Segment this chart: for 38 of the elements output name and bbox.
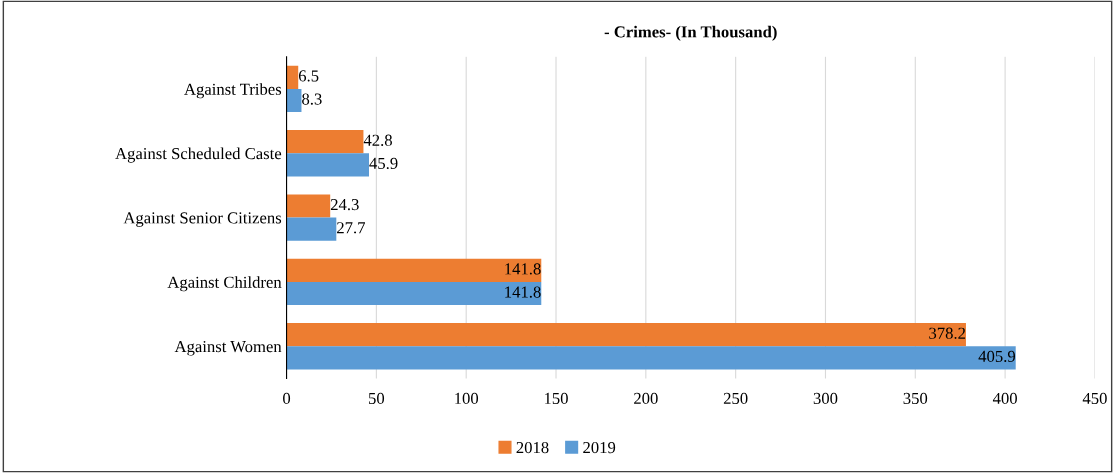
bar [286, 281, 542, 306]
x-tick-label: 150 [544, 392, 568, 405]
data-label: 141.8 [505, 263, 541, 275]
bar [286, 130, 364, 154]
bar [286, 88, 302, 113]
x-tick-label: 300 [813, 392, 838, 405]
legend-label: 2019 [583, 441, 616, 454]
bar [286, 258, 542, 282]
x-tick-label: 100 [455, 392, 479, 405]
data-label: 24.3 [330, 198, 359, 211]
data-label: 405.9 [978, 350, 1016, 363]
legend-label: 2018 [516, 441, 549, 454]
x-tick-label: 0 [283, 392, 291, 405]
data-label: 378.2 [929, 327, 966, 339]
data-label: 141.8 [505, 286, 541, 298]
data-label: 45.9 [369, 157, 398, 170]
y-tick-label: Against Scheduled Caste [115, 147, 282, 163]
data-label: 42.8 [363, 134, 392, 146]
bar [286, 153, 370, 177]
bar [286, 65, 299, 89]
x-tick-label: 200 [634, 392, 658, 405]
data-label: 6.5 [298, 70, 319, 82]
x-tick-label: 50 [369, 392, 385, 405]
bar [286, 217, 337, 241]
bar [286, 323, 966, 347]
x-tick-label: 250 [723, 392, 748, 405]
data-label: 8.3 [302, 93, 322, 105]
x-tick-label: 400 [992, 392, 1017, 405]
bar [286, 346, 1016, 370]
chart-title: - Crimes- (In Thousand) [604, 25, 777, 41]
data-label: 27.7 [337, 222, 365, 234]
y-tick-label: Against Children [167, 276, 282, 292]
x-tick-label: 350 [903, 392, 928, 405]
y-tick-label: Against Women [174, 340, 282, 356]
x-tick-label: 450 [1082, 392, 1107, 405]
y-tick-label: Against Senior Citizens [123, 212, 282, 227]
y-tick-label: Against Tribes [184, 83, 282, 99]
bar [286, 194, 331, 218]
